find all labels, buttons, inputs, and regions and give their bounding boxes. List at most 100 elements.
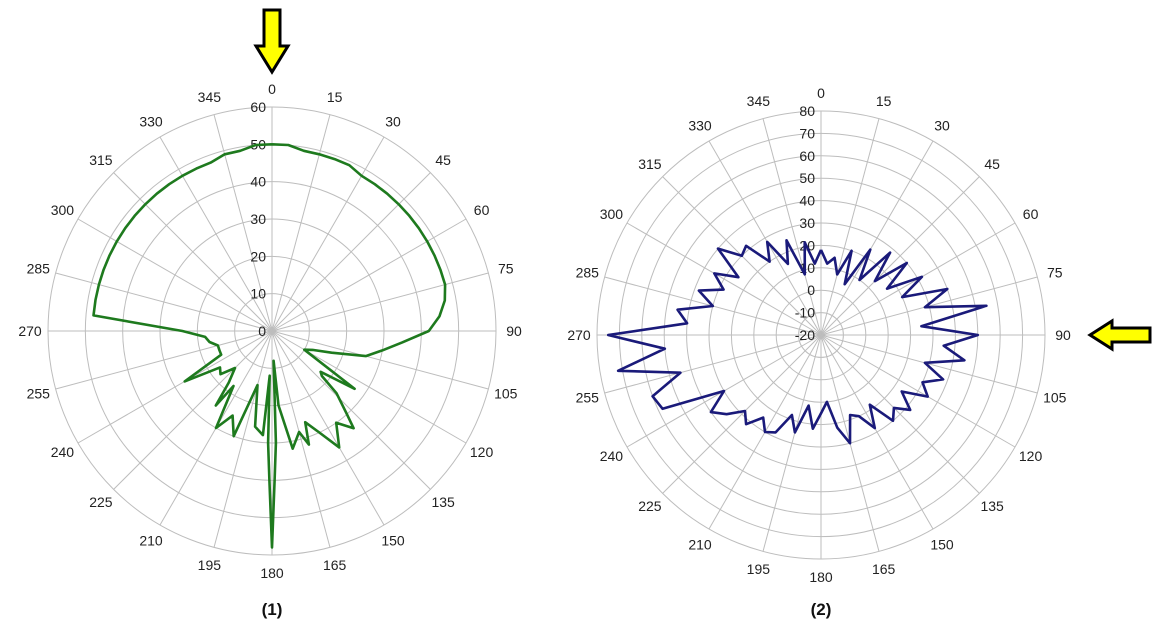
angle-tick-label: 225 [638, 498, 662, 514]
angle-tick-label: 285 [576, 264, 600, 280]
radial-tick-label: -10 [795, 305, 815, 321]
angle-tick-label: 60 [1023, 206, 1039, 222]
angle-tick-label: 165 [323, 557, 347, 573]
angle-tick-label: 330 [139, 113, 163, 129]
angle-tick-label: 210 [688, 537, 712, 553]
grid-spoke [159, 136, 273, 332]
radial-tick-label: 80 [799, 103, 815, 119]
angle-tick-label: 60 [474, 202, 490, 218]
grid-spoke [271, 330, 331, 548]
grid-spoke [626, 222, 822, 336]
grid-spoke [271, 330, 489, 390]
radial-tick-label: 30 [799, 215, 815, 231]
angle-tick-label: 105 [1043, 390, 1067, 406]
angle-tick-label: 135 [431, 494, 455, 510]
angle-tick-label: 240 [600, 448, 624, 464]
angle-tick-label: 15 [876, 93, 892, 109]
angle-tick-label: 180 [809, 569, 833, 585]
chart-caption: (2) [811, 600, 832, 619]
angle-tick-label: 255 [27, 386, 51, 402]
angle-tick-label: 315 [89, 152, 113, 168]
angle-tick-label: 165 [872, 561, 896, 577]
grid-spoke [55, 330, 273, 390]
angle-tick-label: 30 [934, 117, 950, 133]
grid-spoke [662, 334, 822, 494]
grid-spoke [820, 334, 1038, 394]
radial-tick-label: 0 [258, 323, 266, 339]
highlight-arrow-left [1087, 318, 1152, 352]
angle-tick-label: 330 [688, 117, 712, 133]
radial-tick-label: 60 [799, 148, 815, 164]
radial-tick-label: 30 [250, 211, 266, 227]
grid-spoke [762, 118, 822, 336]
angle-tick-label: 0 [817, 85, 825, 101]
angle-tick-label: 300 [51, 202, 75, 218]
series-line [606, 239, 988, 445]
angle-tick-label: 45 [984, 156, 1000, 172]
grid-spoke [271, 136, 385, 332]
angle-tick-label: 120 [1019, 448, 1043, 464]
radial-tick-label: -20 [795, 327, 815, 343]
radial-tick-label: 10 [250, 286, 266, 302]
angle-tick-label: 150 [381, 533, 405, 549]
angle-tick-label: 225 [89, 494, 113, 510]
radial-tick-label: 70 [799, 125, 815, 141]
grid-spoke [708, 140, 822, 336]
grid-spoke [55, 272, 273, 332]
angle-tick-label: 75 [1047, 264, 1063, 280]
grid-spoke [820, 176, 980, 336]
radial-tick-label: 60 [250, 99, 266, 115]
angle-tick-label: 255 [576, 390, 600, 406]
grid-spoke [820, 118, 880, 336]
radial-tick-label: 40 [250, 174, 266, 190]
angle-tick-label: 15 [327, 89, 343, 105]
grid-spoke [213, 330, 273, 548]
angle-tick-label: 270 [567, 327, 591, 343]
angle-tick-label: 315 [638, 156, 662, 172]
grid-spoke [762, 334, 822, 552]
angle-tick-label: 300 [600, 206, 624, 222]
angle-tick-label: 150 [930, 537, 954, 553]
polar-chart-2: 0 15 30 45 60 75 90 105 120 135 150 165 180 195 210 225… [567, 85, 1071, 619]
angle-tick-label: 270 [18, 323, 42, 339]
grid-spoke [820, 334, 1016, 448]
grid-spoke [77, 218, 273, 332]
grid-spoke [113, 330, 273, 490]
radial-tick-label: 40 [799, 193, 815, 209]
grid-spoke [271, 172, 431, 332]
grid-spoke [820, 334, 934, 530]
angle-tick-label: 210 [139, 533, 163, 549]
angle-tick-label: 180 [260, 565, 284, 581]
series-line [92, 143, 447, 549]
grid-spoke [113, 172, 273, 332]
grid-spoke [271, 272, 489, 332]
radial-tick-label: 20 [250, 248, 266, 264]
angle-tick-label: 345 [747, 93, 771, 109]
radial-tick-label: 50 [799, 170, 815, 186]
angle-tick-label: 240 [51, 444, 75, 460]
angle-tick-label: 90 [506, 323, 522, 339]
angle-tick-label: 195 [198, 557, 222, 573]
angle-tick-label: 75 [498, 260, 514, 276]
angle-tick-label: 90 [1055, 327, 1071, 343]
grid-spoke [271, 330, 385, 526]
angle-tick-label: 45 [435, 152, 451, 168]
grid-spoke [271, 330, 467, 444]
angle-tick-label: 0 [268, 81, 276, 97]
angle-tick-label: 120 [470, 444, 494, 460]
chart-caption: (1) [262, 600, 283, 619]
grid-spoke [820, 140, 934, 336]
angle-tick-label: 30 [385, 113, 401, 129]
polar-chart-1: 0 15 30 45 60 75 90 105 120 135 150 165 180 195 210 225… [18, 81, 522, 619]
angle-tick-label: 345 [198, 89, 222, 105]
grid-spoke [271, 330, 431, 490]
grid-spoke [77, 330, 273, 444]
angle-tick-label: 195 [747, 561, 771, 577]
grid-spoke [604, 334, 822, 394]
angle-tick-label: 285 [27, 260, 51, 276]
highlight-arrow-down [253, 8, 291, 75]
grid-spoke [213, 114, 273, 332]
angle-tick-label: 105 [494, 386, 518, 402]
angle-tick-label: 135 [980, 498, 1004, 514]
